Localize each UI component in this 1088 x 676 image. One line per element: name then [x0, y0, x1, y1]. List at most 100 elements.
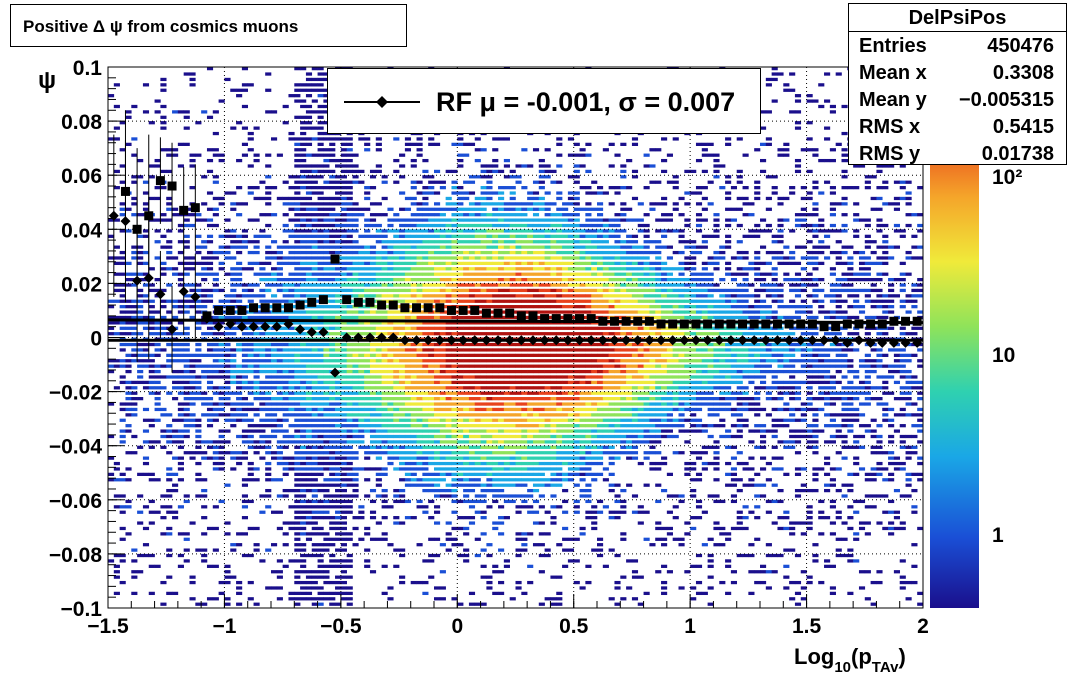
heatmap-cell [212, 153, 219, 157]
heatmap-cell [253, 451, 260, 455]
heatmap-cell [358, 434, 365, 439]
heatmap-cell [451, 434, 458, 439]
heatmap-cell [300, 424, 307, 428]
heatmap-cell [364, 326, 371, 330]
heatmap-cell [230, 294, 237, 298]
heatmap-cell [294, 570, 301, 574]
heatmap-cell [550, 277, 557, 282]
heatmap-cell [172, 429, 179, 433]
heatmap-cell [172, 267, 179, 271]
heatmap-cell [160, 288, 167, 293]
heatmap-cell [305, 348, 313, 352]
heatmap-cell [544, 483, 551, 487]
heatmap-cell [253, 413, 260, 417]
heatmap-cell [160, 386, 167, 390]
heatmap-cell [410, 434, 417, 439]
heatmap-cell [521, 240, 528, 244]
heatmap-cell [305, 521, 313, 525]
heatmap-cell [445, 413, 452, 417]
heatmap-cell [137, 380, 144, 385]
heatmap-cell [241, 332, 249, 336]
heatmap-cell [305, 88, 313, 92]
heatmap-cell [294, 602, 301, 606]
heatmap-cell [463, 283, 470, 287]
heatmap-cell [218, 245, 225, 249]
heatmap-cell [468, 505, 476, 509]
heatmap-cell [509, 175, 516, 179]
heatmap-cell [451, 240, 458, 244]
heatmap-cell [311, 597, 318, 601]
heatmap-cell [527, 288, 534, 293]
heatmap-cell [364, 402, 371, 406]
heatmap-cell [323, 451, 330, 455]
heatmap-cell [527, 218, 534, 222]
heatmap-cell [142, 553, 150, 558]
heatmap-cell [463, 526, 470, 531]
heatmap-cell [352, 288, 359, 293]
heatmap-cell [468, 391, 476, 395]
heatmap-cell [288, 424, 295, 428]
heatmap-cell [212, 391, 219, 395]
heatmap-cell [125, 332, 132, 336]
heatmap-cell [218, 440, 225, 444]
heatmap-cell [439, 456, 446, 460]
heatmap-cell [416, 375, 423, 379]
heatmap-cell [119, 180, 126, 184]
heatmap-cell [282, 229, 289, 233]
heatmap-cell [416, 283, 423, 287]
heatmap-cell [294, 277, 301, 282]
heatmap-cell [445, 386, 452, 390]
heatmap-cell [294, 478, 301, 482]
heatmap-cell [503, 207, 510, 211]
heatmap-cell [428, 191, 435, 195]
heatmap-cell [498, 202, 505, 206]
heatmap-cell [591, 245, 598, 249]
heatmap-cell [457, 213, 464, 217]
heatmap-cell [317, 326, 324, 330]
heatmap-cell [212, 369, 219, 374]
heatmap-cell [532, 429, 540, 433]
heatmap-cell [177, 380, 184, 385]
heatmap-cell [305, 191, 313, 195]
heatmap-cell [288, 186, 295, 190]
heatmap-cell [381, 380, 388, 385]
heatmap-cell [294, 88, 301, 92]
heatmap-cell [393, 326, 400, 330]
heatmap-cell [271, 397, 278, 401]
heatmap-cell [317, 83, 324, 87]
heatmap-cell [457, 456, 464, 460]
heatmap-cell [532, 521, 540, 525]
heatmap-cell [597, 386, 604, 390]
heatmap-cell [335, 434, 342, 439]
heatmap-cell [585, 445, 592, 449]
heatmap-cell [335, 391, 342, 395]
heatmap-cell [125, 261, 132, 266]
heatmap-cell [282, 386, 289, 390]
heatmap-cell [498, 245, 505, 249]
heatmap-cell [119, 288, 126, 293]
heatmap-cell [404, 461, 412, 466]
heatmap-cell [597, 369, 604, 374]
heatmap-cell [224, 191, 231, 195]
heatmap-cell [230, 315, 237, 320]
heatmap-cell [323, 488, 330, 493]
heatmap-cell [509, 218, 516, 222]
heatmap-cell [271, 332, 278, 336]
heatmap-cell [532, 223, 540, 228]
heatmap-cell [486, 434, 493, 439]
heatmap-cell [305, 570, 313, 574]
heatmap-cell [288, 440, 295, 444]
heatmap-cell [474, 348, 481, 352]
heatmap-cell [468, 461, 476, 466]
heatmap-cell [399, 153, 406, 157]
heatmap-cell [573, 451, 580, 455]
heatmap-cell [451, 267, 458, 271]
heatmap-cell [498, 591, 505, 596]
heatmap-cell [474, 478, 481, 482]
heatmap-cell [404, 456, 412, 460]
heatmap-cell [119, 553, 126, 558]
heatmap-cell [591, 240, 598, 244]
heatmap-cell [352, 391, 359, 395]
heatmap-cell [404, 229, 412, 233]
heatmap-cell [189, 424, 196, 428]
